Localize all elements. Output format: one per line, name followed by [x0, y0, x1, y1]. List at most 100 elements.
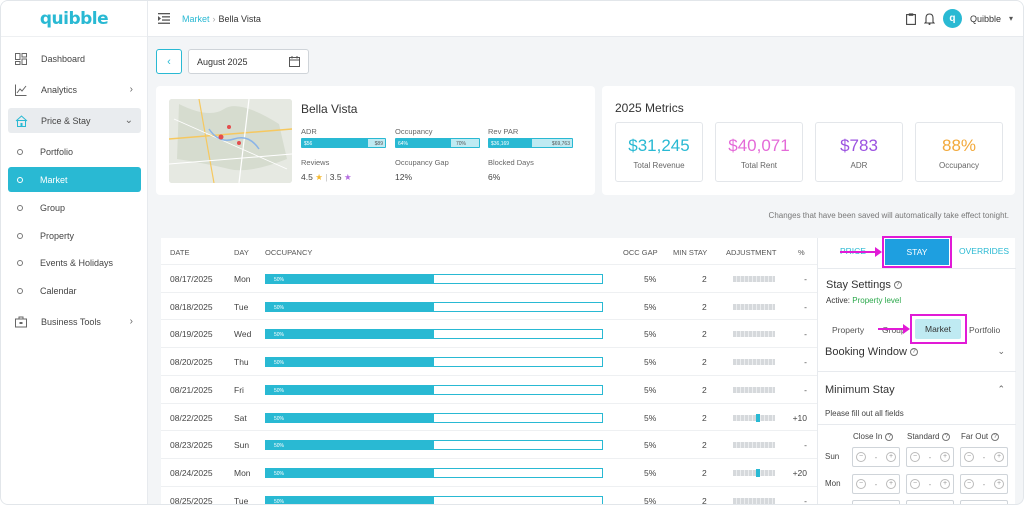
sidebar-item-group[interactable]: Group: [8, 195, 141, 220]
sidebar-item-events[interactable]: Events & Holidays: [8, 250, 141, 275]
breadcrumb-market[interactable]: Market: [182, 14, 210, 24]
tab-overrides[interactable]: OVERRIDES: [959, 246, 1010, 256]
help-icon[interactable]: ?: [942, 432, 951, 441]
min-stay-stepper[interactable]: − - +: [906, 447, 954, 467]
metric-label: Total Revenue: [633, 161, 685, 170]
min-stay-stepper[interactable]: − - +: [960, 474, 1008, 494]
adr-label: ADR: [301, 127, 317, 136]
column-header-occ-gap: OCC GAP: [623, 248, 658, 257]
table-row[interactable]: 08/20/2025 Thu 50% 5% 2 -: [161, 347, 817, 375]
min-stay-stepper[interactable]: − - +: [960, 447, 1008, 467]
adjustment-slider[interactable]: [733, 303, 775, 310]
adjustment-slider[interactable]: [733, 276, 775, 282]
previous-month-button[interactable]: ‹: [156, 49, 182, 74]
sidebar-item-portfolio[interactable]: Portfolio: [8, 139, 141, 164]
minus-icon[interactable]: −: [856, 452, 866, 462]
segment-market[interactable]: Market: [915, 319, 961, 339]
user-name[interactable]: Quibble: [969, 13, 1001, 24]
segment-portfolio[interactable]: Portfolio: [969, 325, 1001, 335]
adjustment-slider[interactable]: [733, 359, 775, 366]
adjustment-slider[interactable]: [733, 468, 775, 477]
table-row[interactable]: 08/18/2025 Tue 50% 5% 2 -: [161, 291, 817, 320]
help-icon[interactable]: ?: [893, 281, 902, 290]
minus-icon[interactable]: −: [910, 452, 920, 462]
cell-day: Wed: [234, 329, 252, 340]
avatar[interactable]: q: [942, 9, 962, 28]
chevron-right-icon: ›: [129, 84, 133, 95]
table-row[interactable]: 08/21/2025 Fri 50% 5% 2 -: [161, 374, 817, 403]
minus-icon[interactable]: −: [856, 479, 866, 489]
booking-window-header[interactable]: Booking Window?: [825, 346, 918, 358]
adjustment-marker[interactable]: [756, 468, 761, 477]
segment-property[interactable]: Property: [832, 325, 865, 335]
table-row[interactable]: 08/22/2025 Sat 50% 5% 2 +10: [161, 402, 817, 431]
table-row[interactable]: 08/25/2025 Tue 50% 5% 2 -: [161, 485, 817, 504]
bell-icon[interactable]: [923, 12, 935, 25]
menu-collapse-icon[interactable]: [158, 13, 170, 24]
chevron-up-icon[interactable]: ⌃: [997, 384, 1005, 394]
tab-stay[interactable]: STAY: [882, 236, 952, 268]
minus-icon[interactable]: −: [964, 479, 974, 489]
cell-min-stay: 2: [702, 329, 707, 340]
metric-label: ADR: [850, 161, 868, 170]
logo[interactable]: quibble: [1, 1, 147, 37]
table-row[interactable]: 08/24/2025 Mon 50% 5% 2 +20: [161, 457, 817, 486]
column-label: Close In: [853, 432, 883, 441]
cell-occ-gap: 5%: [644, 467, 657, 478]
property-map[interactable]: [169, 99, 292, 183]
minimum-stay-header[interactable]: Minimum Stay: [825, 384, 895, 396]
sidebar-item-property[interactable]: Property: [8, 223, 141, 248]
help-icon[interactable]: ?: [991, 432, 1000, 441]
minus-icon[interactable]: −: [910, 479, 920, 489]
plus-icon[interactable]: +: [939, 452, 950, 462]
minus-icon[interactable]: −: [964, 452, 974, 462]
plus-icon[interactable]: +: [939, 479, 950, 489]
chevron-right-icon: ›: [129, 316, 133, 327]
cell-day: Fri: [234, 384, 244, 395]
sidebar-item-price-stay[interactable]: Price & Stay ⌄: [8, 108, 141, 133]
help-icon[interactable]: ?: [909, 348, 918, 357]
reviews-value: 4.5 ★ | 3.5 ★: [301, 172, 352, 183]
occupancy-bar-value: 50%: [274, 387, 285, 394]
min-stay-stepper[interactable]: [906, 500, 954, 504]
table-row[interactable]: 08/23/2025 Sun 50% 5% 2 -: [161, 430, 817, 458]
adjustment-slider[interactable]: [733, 386, 775, 393]
sidebar-item-analytics[interactable]: Analytics ›: [8, 77, 141, 102]
metrics-title: 2025 Metrics: [615, 101, 684, 115]
min-stay-stepper[interactable]: − - +: [906, 474, 954, 494]
min-stay-stepper[interactable]: − - +: [852, 474, 900, 494]
plus-icon[interactable]: +: [885, 479, 896, 489]
chevron-down-icon[interactable]: ▾: [1008, 14, 1013, 23]
segment-market-label: Market: [925, 324, 951, 334]
adjustment-slider[interactable]: [733, 442, 775, 449]
occupancy-bar: 50%: [265, 495, 603, 504]
chevron-down-icon[interactable]: ⌄: [997, 346, 1005, 356]
plus-icon[interactable]: +: [993, 479, 1004, 489]
table-row[interactable]: 08/19/2025 Wed 50% 5% 2 -: [161, 319, 817, 347]
adjustment-slider[interactable]: [733, 497, 775, 504]
adjustment-marker[interactable]: [756, 413, 761, 422]
metric-total-revenue: $31,245 Total Revenue: [615, 122, 703, 182]
plus-icon[interactable]: +: [885, 452, 896, 462]
min-stay-stepper[interactable]: [960, 500, 1008, 504]
help-icon[interactable]: ?: [885, 432, 894, 441]
revpar-bar-max: $69,763: [551, 141, 570, 147]
clipboard-icon[interactable]: [906, 12, 916, 25]
occupancy-bar-fill: [266, 413, 434, 422]
sidebar-item-label: Analytics: [41, 84, 78, 95]
sidebar-item-label: Group: [40, 202, 66, 213]
adjustment-slider[interactable]: [733, 331, 775, 338]
tab-stay-label: STAY: [906, 247, 928, 257]
plus-icon[interactable]: +: [993, 452, 1004, 462]
table-row[interactable]: 08/17/2025 Mon 50% 5% 2 -: [161, 264, 817, 292]
min-stay-stepper[interactable]: [852, 500, 900, 504]
min-stay-stepper[interactable]: − - +: [852, 447, 900, 467]
adjustment-slider[interactable]: [733, 413, 775, 422]
sidebar-item-business-tools[interactable]: Business Tools ›: [8, 309, 141, 334]
sidebar-item-dashboard[interactable]: Dashboard: [8, 46, 141, 71]
sidebar-item-market[interactable]: Market: [8, 167, 141, 192]
month-picker[interactable]: August 2025: [188, 49, 309, 74]
sidebar-item-calendar[interactable]: Calendar: [8, 278, 141, 303]
segment-group[interactable]: Group: [882, 325, 906, 335]
annotation-arrow: [840, 247, 882, 257]
